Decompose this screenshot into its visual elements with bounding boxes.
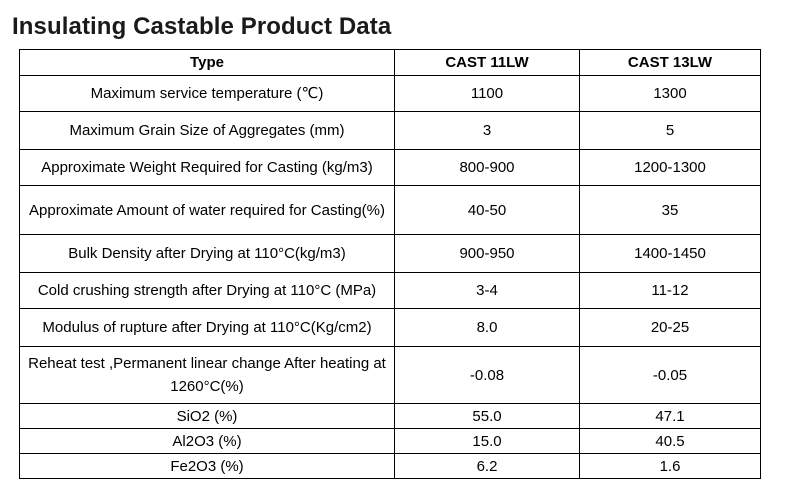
cast-11lw-value: 55.0: [394, 403, 580, 429]
cast-13lw-value: 47.1: [579, 403, 761, 429]
table-row: Approximate Weight Required for Casting …: [19, 149, 761, 186]
cast-11lw-value: 3-4: [394, 272, 580, 309]
table-row: Maximum service temperature (℃) 1100 130…: [19, 75, 761, 112]
row-label: Fe2O3 (%): [19, 453, 395, 479]
cast-11lw-value: 1100: [394, 75, 580, 112]
table-row: Cold crushing strength after Drying at 1…: [19, 272, 761, 309]
cast-11lw-value: 15.0: [394, 428, 580, 454]
cast-13lw-value: 1300: [579, 75, 761, 112]
header-cast-13lw: CAST 13LW: [579, 49, 761, 76]
table-row: Fe2O3 (%) 6.2 1.6: [19, 453, 761, 479]
cast-13lw-value: 1200-1300: [579, 149, 761, 186]
row-label: SiO2 (%): [19, 403, 395, 429]
cast-13lw-value: -0.05: [579, 346, 761, 404]
cast-11lw-value: 800-900: [394, 149, 580, 186]
cast-11lw-value: 8.0: [394, 308, 580, 347]
table-row: Bulk Density after Drying at 110°C(kg/m3…: [19, 234, 761, 273]
row-label: Modulus of rupture after Drying at 110°C…: [19, 308, 395, 347]
cast-13lw-value: 1400-1450: [579, 234, 761, 273]
page-title: Insulating Castable Product Data: [12, 13, 392, 40]
cast-13lw-value: 5: [579, 111, 761, 150]
row-label: Al2O3 (%): [19, 428, 395, 454]
cast-11lw-value: 40-50: [394, 185, 580, 235]
row-label: Maximum Grain Size of Aggregates (mm): [19, 111, 395, 150]
row-label: Maximum service temperature (℃): [19, 75, 395, 112]
table-row: Al2O3 (%) 15.0 40.5: [19, 428, 761, 454]
header-cast-11lw: CAST 11LW: [394, 49, 580, 76]
table-row: Approximate Amount of water required for…: [19, 185, 761, 235]
cast-11lw-value: 6.2: [394, 453, 580, 479]
cast-13lw-value: 11-12: [579, 272, 761, 309]
table-row: SiO2 (%) 55.0 47.1: [19, 403, 761, 429]
cast-11lw-value: 900-950: [394, 234, 580, 273]
row-label: Cold crushing strength after Drying at 1…: [19, 272, 395, 309]
table-row: Modulus of rupture after Drying at 110°C…: [19, 308, 761, 347]
row-label: Bulk Density after Drying at 110°C(kg/m3…: [19, 234, 395, 273]
cast-11lw-value: 3: [394, 111, 580, 150]
row-label: Approximate Amount of water required for…: [19, 185, 395, 235]
table-row: Maximum Grain Size of Aggregates (mm) 3 …: [19, 111, 761, 150]
table-row: Reheat test ,Permanent linear change Aft…: [19, 346, 761, 404]
cast-13lw-value: 40.5: [579, 428, 761, 454]
cast-13lw-value: 1.6: [579, 453, 761, 479]
row-label: Reheat test ,Permanent linear change Aft…: [19, 346, 395, 404]
cast-13lw-value: 20-25: [579, 308, 761, 347]
header-type: Type: [19, 49, 395, 76]
table-header-row: Type CAST 11LW CAST 13LW: [19, 49, 761, 76]
product-data-table: Type CAST 11LW CAST 13LW Maximum service…: [19, 49, 761, 479]
cast-11lw-value: -0.08: [394, 346, 580, 404]
cast-13lw-value: 35: [579, 185, 761, 235]
row-label: Approximate Weight Required for Casting …: [19, 149, 395, 186]
